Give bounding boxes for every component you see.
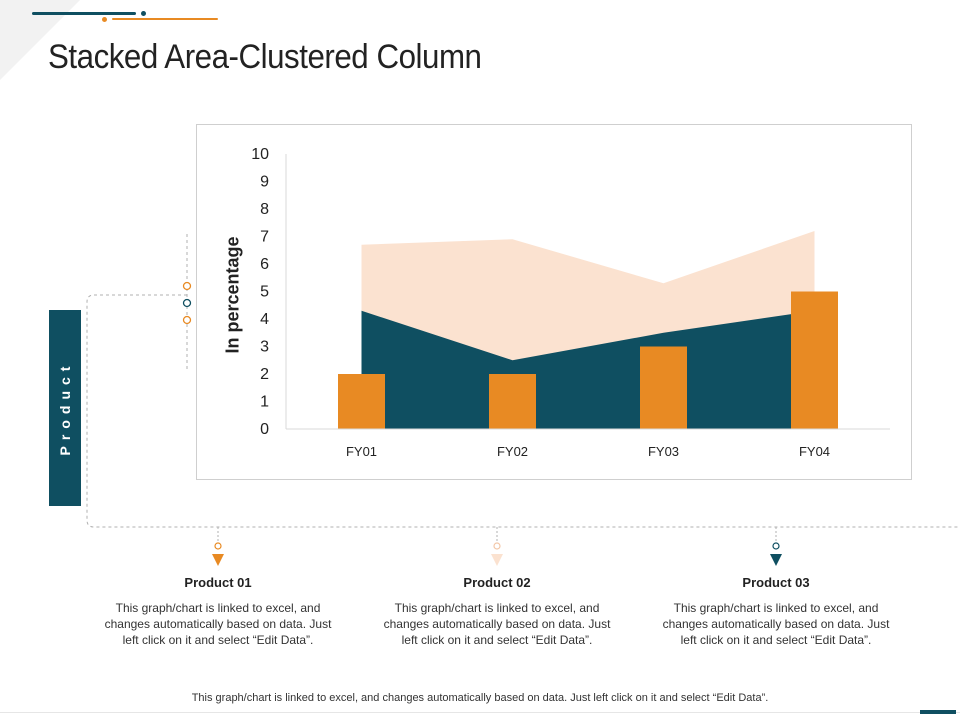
product-side-label: Product [57, 360, 73, 456]
header-accent-line-teal [32, 12, 136, 15]
header-accent-dot-teal [141, 11, 146, 16]
product-02-marker-arrow [491, 554, 503, 566]
y-tick-label: 5 [260, 284, 269, 301]
connector-dot-teal [182, 298, 192, 308]
y-tick-label: 4 [260, 311, 269, 328]
bar-fy01 [338, 374, 385, 429]
y-tick-label: 8 [260, 201, 269, 218]
y-tick-label: 6 [260, 256, 269, 273]
connector-dot-orange-top [182, 281, 192, 291]
y-tick-label: 3 [260, 339, 269, 356]
y-tick-label: 2 [260, 366, 269, 383]
product-01-description: This graph/chart is linked to excel, and… [104, 601, 332, 647]
product-03-marker-arrow [770, 554, 782, 566]
product-03-description: This graph/chart is linked to excel, and… [662, 601, 890, 647]
x-tick-label-fy02: FY02 [497, 444, 528, 459]
y-tick-label: 7 [260, 229, 269, 246]
product-02-title: Product 02 [463, 575, 531, 590]
footer-accent-bar [920, 710, 956, 714]
header-accent-dot-orange [102, 17, 107, 22]
product-02-marker-dot [493, 542, 501, 550]
stacked-area-column-chart[interactable]: 0 1 2 3 4 5 6 7 8 9 10 FY01 FY02 FY03 FY04 [196, 124, 912, 480]
x-tick-label-fy04: FY04 [799, 444, 830, 459]
y-tick-label: 10 [251, 146, 269, 163]
header-accent-line-orange [112, 18, 218, 20]
product-03-marker-dot [772, 542, 780, 550]
bar-fy03 [640, 346, 687, 429]
product-01-marker-arrow [212, 554, 224, 566]
connector-dot-orange-bottom [182, 315, 192, 325]
y-tick-label: 9 [260, 174, 269, 191]
product-02-description: This graph/chart is linked to excel, and… [383, 601, 611, 647]
page-title: Stacked Area-Clustered Column [48, 38, 482, 76]
product-03-title: Product 03 [742, 575, 810, 590]
area-series-1 [361, 310, 815, 429]
product-01-marker-dot [214, 542, 222, 550]
product-01-title: Product 01 [184, 575, 252, 590]
y-tick-label: 1 [260, 394, 269, 411]
y-tick-label: 0 [260, 421, 269, 438]
x-tick-label-fy01: FY01 [346, 444, 377, 459]
bar-fy04 [791, 291, 838, 429]
product-side-bar [49, 310, 81, 506]
y-axis-label: In percentage [222, 236, 243, 354]
footer-note: This graph/chart is linked to excel, and… [191, 692, 769, 704]
bar-fy02 [489, 374, 536, 429]
x-tick-label-fy03: FY03 [648, 444, 679, 459]
footer-divider [0, 712, 960, 713]
